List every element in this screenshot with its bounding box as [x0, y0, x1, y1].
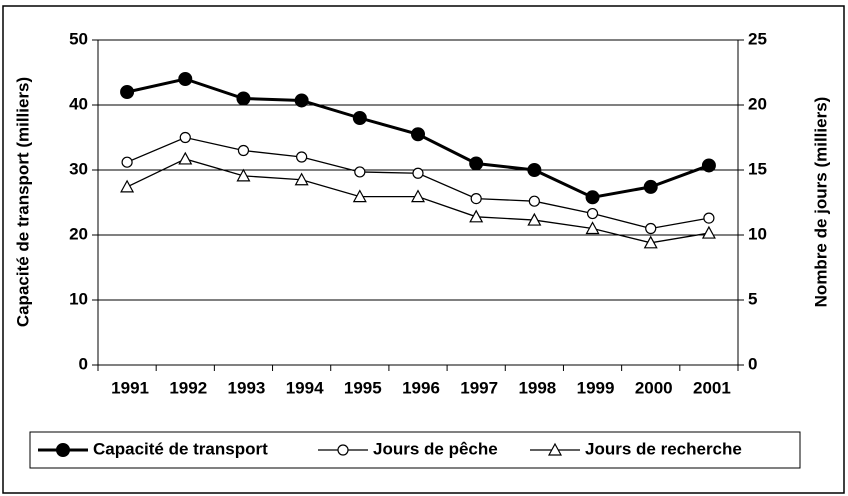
point	[469, 156, 484, 171]
point	[352, 111, 367, 125]
point	[121, 156, 133, 168]
x-tick-label: 1996	[402, 378, 440, 397]
point	[178, 72, 193, 86]
point	[469, 209, 484, 223]
point	[236, 91, 251, 106]
legend-box	[29, 431, 801, 469]
y2-tick-label: 25	[748, 29, 767, 48]
x-tick-label: 1994	[286, 378, 324, 397]
x-tick-label: 2001	[693, 378, 731, 397]
x-tick-label: 1993	[228, 378, 266, 397]
point	[178, 151, 193, 165]
point	[410, 189, 426, 203]
point	[237, 144, 250, 157]
point	[701, 158, 716, 173]
point	[586, 207, 599, 220]
point	[120, 179, 135, 193]
legend-label: Capacité de transport	[93, 439, 268, 458]
point	[643, 235, 658, 249]
point	[645, 222, 657, 235]
point	[120, 85, 135, 99]
point	[412, 167, 424, 179]
x-tick-label: 1999	[577, 378, 615, 397]
x-tick-label: 1995	[344, 378, 382, 397]
point	[703, 212, 715, 224]
legend-marker	[547, 442, 563, 456]
point	[296, 151, 308, 163]
y-tick-label: 40	[69, 94, 88, 113]
x-tick-label: 1998	[518, 378, 556, 397]
point	[585, 221, 600, 235]
x-tick-label: 1991	[111, 378, 149, 397]
point	[411, 127, 425, 142]
point	[352, 189, 367, 203]
y-tick-label: 10	[69, 289, 88, 308]
y-axis-label: Capacité de transport (milliers)	[13, 77, 32, 327]
point	[294, 172, 309, 186]
point	[585, 190, 600, 205]
y-tick-label: 20	[69, 224, 88, 243]
legend-label: Jours de recherche	[585, 439, 742, 458]
y2-tick-label: 15	[748, 159, 767, 178]
point	[354, 166, 366, 178]
x-tick-label: 1992	[169, 378, 207, 397]
plot-area	[97, 39, 739, 366]
y2-axis-label: Nombre de jours (milliers)	[811, 97, 830, 308]
point	[294, 93, 309, 108]
legend-marker	[337, 444, 349, 456]
y2-tick-label: 10	[748, 224, 767, 243]
point	[236, 168, 251, 182]
point	[470, 193, 482, 205]
y-tick-label: 0	[79, 354, 88, 373]
y2-tick-label: 5	[748, 289, 757, 308]
y-tick-label: 50	[69, 29, 88, 48]
legend-marker	[56, 443, 70, 457]
y2-tick-label: 0	[748, 354, 757, 373]
point	[527, 212, 542, 226]
x-tick-label: 2000	[635, 378, 673, 397]
point	[527, 163, 542, 177]
x-tick-label: 1997	[460, 378, 498, 397]
legend-label: Jours de pêche	[373, 439, 498, 458]
point	[701, 225, 716, 239]
point	[179, 131, 191, 144]
y2-tick-label: 20	[748, 94, 767, 113]
y-tick-label: 30	[69, 159, 88, 178]
point	[528, 195, 540, 207]
point	[643, 179, 658, 194]
